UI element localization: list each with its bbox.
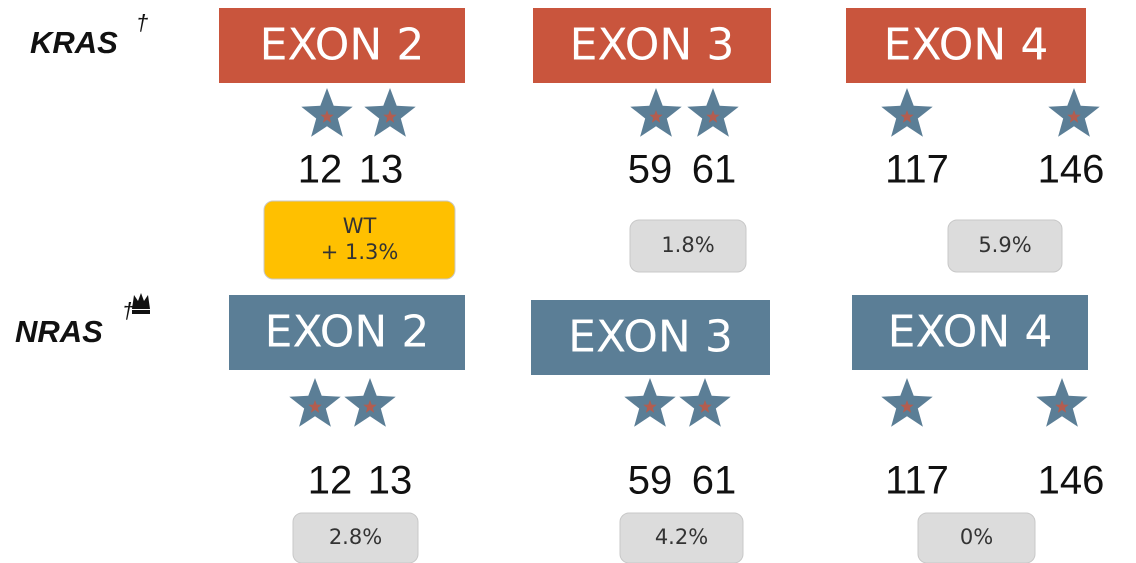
frequency-text: 2.8% (329, 525, 382, 549)
frequency-badge (947, 219, 1063, 273)
star-center (383, 110, 397, 123)
exon-label: EXON 2 (265, 307, 430, 358)
frequency-badge (629, 219, 747, 273)
exon-box (531, 300, 770, 375)
star-center (649, 110, 663, 123)
frequency-text: + 1.3% (321, 240, 399, 264)
star-center (320, 110, 334, 123)
frequency-badge (917, 512, 1036, 563)
exon-box (229, 295, 465, 370)
star-center (900, 110, 914, 123)
codon-number: 59 (628, 148, 673, 192)
exon-label: EXON 3 (568, 312, 733, 363)
exon-label: EXON 2 (260, 20, 425, 71)
codon-number: 12 (298, 148, 343, 192)
frequency-badge (263, 200, 456, 280)
frequency-text: 0% (960, 525, 993, 549)
frequency-badge (292, 512, 419, 563)
codon-number: 61 (692, 148, 737, 192)
codon-number: 146 (1038, 148, 1105, 192)
star-center (1067, 110, 1081, 123)
exon-box (852, 295, 1088, 370)
exon-box (533, 8, 771, 83)
codon-number: 59 (628, 459, 673, 503)
gene-mark: † (136, 10, 148, 35)
gene-mark: † (122, 298, 134, 323)
codon-number: 117 (885, 148, 949, 192)
exon-box (219, 8, 465, 83)
codon-number: 13 (368, 459, 413, 503)
star-center (706, 110, 720, 123)
frequency-text: 5.9% (978, 233, 1031, 257)
frequency-text: 4.2% (655, 525, 708, 549)
codon-number: 13 (359, 148, 404, 192)
star-center (698, 400, 712, 413)
star-center (1055, 400, 1069, 413)
star-center (900, 400, 914, 413)
frequency-text: WT (343, 214, 377, 238)
codon-number: 117 (885, 459, 949, 503)
star-center (363, 400, 377, 413)
exon-label: EXON 4 (888, 307, 1053, 358)
codon-number: 146 (1038, 459, 1105, 503)
crown-icon (132, 293, 150, 314)
frequency-text: 1.8% (661, 233, 714, 257)
exon-box (846, 8, 1086, 83)
star-center (643, 400, 657, 413)
codon-number: 12 (308, 459, 353, 503)
exon-label: EXON 4 (884, 20, 1049, 71)
exon-label: EXON 3 (570, 20, 735, 71)
star-center (308, 400, 322, 413)
codon-number: 61 (692, 459, 737, 503)
gene-name: KRAS (30, 25, 118, 60)
gene-name: NRAS (15, 314, 103, 349)
frequency-badge (619, 512, 744, 563)
